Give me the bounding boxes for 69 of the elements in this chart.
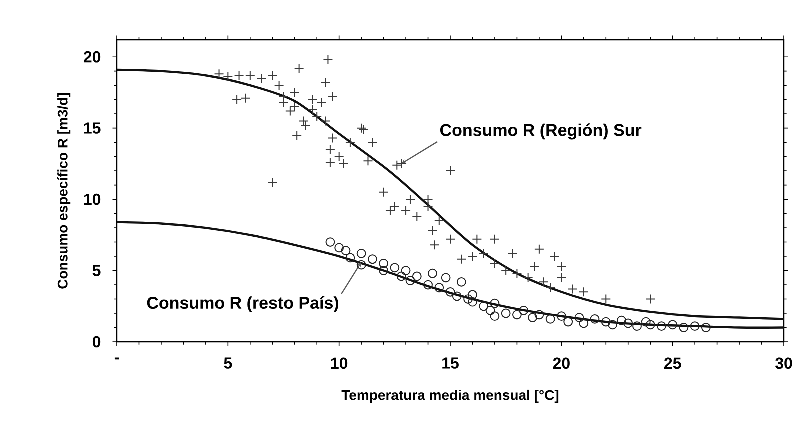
point: [624, 318, 634, 328]
point: [617, 316, 626, 326]
point: [528, 313, 538, 322]
point: [546, 314, 556, 324]
y-tick-label: 10: [84, 194, 101, 206]
point: [452, 292, 462, 302]
point: [668, 320, 678, 330]
point: [379, 266, 389, 276]
y-tick-label: 20: [84, 51, 101, 63]
point: [401, 266, 411, 276]
point: [556, 312, 566, 322]
point: [390, 263, 400, 273]
y-tick-label: 0: [92, 336, 101, 348]
point: [441, 273, 451, 283]
point: [456, 277, 466, 287]
point: [326, 238, 336, 247]
point: [690, 322, 700, 332]
x-tick-label: 10: [331, 358, 348, 370]
annotation: Consumo R (Región) Sur: [440, 124, 642, 140]
point: [490, 312, 500, 322]
point: [679, 323, 689, 332]
point: [356, 260, 366, 270]
point: [486, 306, 496, 316]
point: [490, 298, 500, 308]
point: [412, 272, 422, 282]
point: [428, 268, 438, 278]
point: [396, 272, 406, 282]
point: [468, 297, 478, 307]
point: [601, 317, 611, 327]
point: [646, 320, 656, 330]
line-series: [116, 221, 786, 329]
x-tick-label: 30: [775, 358, 792, 370]
point: [534, 310, 544, 320]
line-series: [116, 68, 786, 320]
point: [501, 308, 511, 318]
x-tick-label: 25: [664, 358, 682, 370]
point: [464, 294, 473, 304]
point: [341, 246, 351, 256]
point: [574, 313, 584, 322]
y-axis-title: Consumo específico R [m3/d]: [57, 93, 71, 289]
x-tick-label: 5: [224, 358, 232, 369]
point: [468, 290, 478, 300]
x-axis-title: Temperatura media mensual [°C]: [342, 390, 559, 404]
point: [356, 248, 366, 258]
point: [608, 320, 618, 330]
point: [590, 314, 600, 324]
point: [657, 322, 666, 332]
point: [424, 280, 433, 290]
x-tick-label: -: [114, 358, 120, 360]
point: [368, 254, 378, 264]
point: [334, 243, 344, 253]
point: [512, 310, 522, 320]
point: [579, 318, 589, 328]
x-tick-label: 15: [442, 358, 459, 369]
x-tick-label: 20: [553, 358, 570, 370]
point: [479, 302, 489, 312]
annotation: Consumo R (resto País): [147, 296, 339, 312]
point: [564, 317, 574, 327]
y-tick-label: 15: [84, 122, 101, 134]
point: [434, 283, 444, 293]
point: [701, 323, 711, 332]
point: [446, 287, 456, 297]
point: [406, 276, 416, 286]
point: [632, 322, 642, 332]
y-tick-label: 5: [92, 265, 101, 276]
point: [519, 306, 529, 316]
point: [379, 258, 389, 268]
point: [641, 317, 651, 327]
point: [346, 253, 356, 263]
